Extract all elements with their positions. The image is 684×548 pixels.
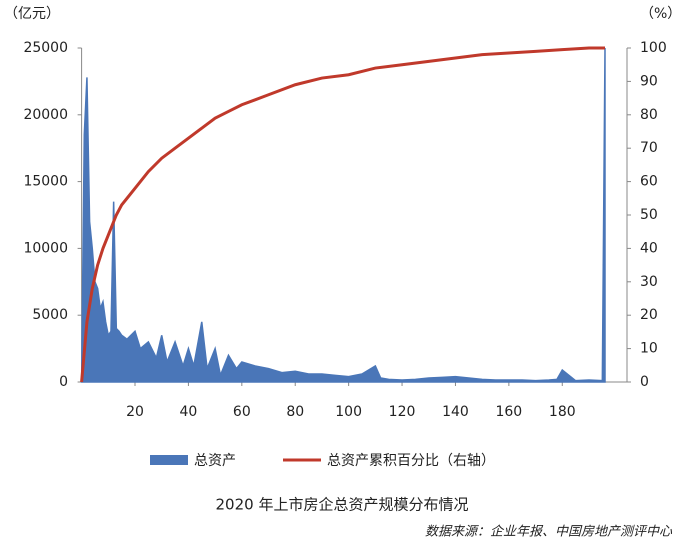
y2-tick-label: 0 <box>640 374 649 390</box>
x-tick-label: 120 <box>389 404 416 420</box>
line <box>80 46 605 383</box>
y-unit: （亿元） <box>4 6 60 22</box>
x-tick-label: 80 <box>286 404 304 420</box>
y-tick-label: 0 <box>59 374 68 390</box>
legend-label: 总资产累积百分比（右轴） <box>327 453 495 469</box>
legend-label: 总资产 <box>194 453 236 469</box>
y-tick-label: 25000 <box>23 40 68 56</box>
y-tick-label: 10000 <box>23 240 68 256</box>
y-tick-label: 5000 <box>32 307 68 323</box>
x-tick-label: 60 <box>233 404 251 420</box>
x-tick-label: 100 <box>335 404 362 420</box>
y-tick-label: 20000 <box>23 107 68 123</box>
y2-tick-label: 30 <box>640 274 658 290</box>
area <box>80 47 606 383</box>
y2-unit: （%） <box>640 6 681 22</box>
y2-tick-label: 50 <box>640 207 658 223</box>
chart-title: 2020 年上市房企总资产规模分布情况 <box>216 496 469 514</box>
y2-tick-label: 70 <box>640 140 658 156</box>
source: 数据来源：企业年报、中国房地产测评中心 <box>425 524 673 540</box>
x-tick-label: 140 <box>442 404 469 420</box>
y2-tick-label: 100 <box>640 40 667 56</box>
y2-tick-label: 60 <box>640 174 658 190</box>
y2-tick-label: 90 <box>640 73 658 89</box>
legend-swatch <box>150 455 188 465</box>
y2-tick-label: 80 <box>640 107 658 123</box>
x-tick-label: 160 <box>495 404 522 420</box>
y2-tick-label: 10 <box>640 341 658 357</box>
y-tick-label: 15000 <box>23 174 68 190</box>
y2-tick-label: 40 <box>640 240 658 256</box>
x-tick-label: 20 <box>126 404 144 420</box>
x-tick-label: 180 <box>549 404 576 420</box>
x-tick-label: 40 <box>180 404 198 420</box>
y2-tick-label: 20 <box>640 307 658 323</box>
